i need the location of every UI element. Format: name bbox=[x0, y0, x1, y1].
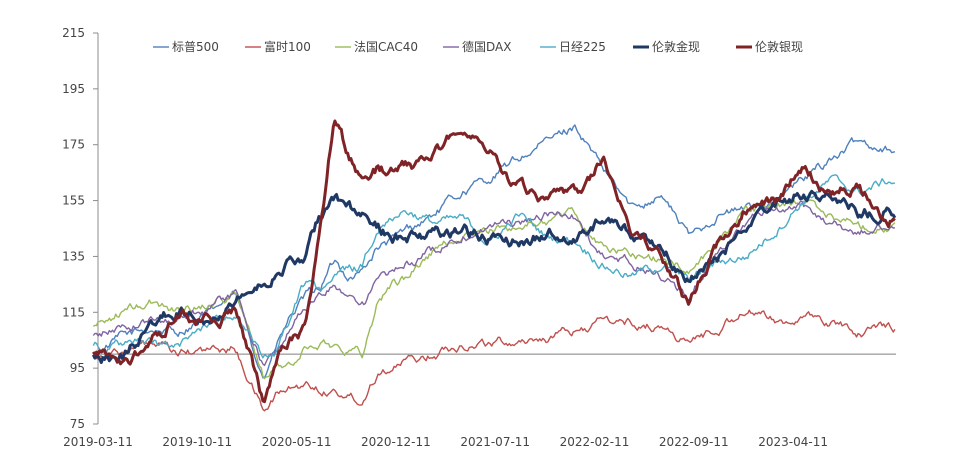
x-tick-label: 2020-12-11 bbox=[361, 435, 431, 449]
series-line-1 bbox=[92, 124, 896, 379]
series-line-3 bbox=[92, 199, 896, 380]
y-tick-label: 215 bbox=[62, 26, 85, 40]
y-tick-label: 175 bbox=[62, 138, 85, 152]
series-line-4 bbox=[92, 200, 896, 367]
series-line-2 bbox=[93, 309, 896, 412]
y-axis: 75 95 115 135 155 175 195 215 bbox=[62, 26, 99, 431]
series-layer bbox=[91, 119, 897, 412]
legend: 标普500 富时100 法国CAC40 德国DAX 日经225 伦敦金现 伦敦银现 bbox=[153, 39, 803, 54]
x-tick-label: 2021-07-11 bbox=[460, 435, 530, 449]
y-tick-label: 155 bbox=[62, 194, 85, 208]
x-tick-label: 2019-03-11 bbox=[63, 435, 133, 449]
x-tick-label: 2020-05-11 bbox=[262, 435, 332, 449]
legend-label: 伦敦金现 bbox=[652, 39, 700, 54]
y-tick-label: 115 bbox=[62, 305, 85, 319]
legend-label: 伦敦银现 bbox=[755, 39, 803, 54]
x-tick-label: 2019-10-11 bbox=[162, 435, 232, 449]
legend-label: 德国DAX bbox=[462, 39, 511, 54]
x-axis: 2019-03-11 2019-10-11 2020-05-11 2020-12-11… bbox=[63, 353, 896, 449]
y-tick-label: 195 bbox=[62, 82, 85, 96]
y-tick-label: 75 bbox=[70, 417, 85, 431]
series-line-7 bbox=[92, 119, 896, 404]
y-tick-label: 135 bbox=[62, 249, 85, 263]
x-tick-label: 2023-04-11 bbox=[758, 435, 828, 449]
legend-label: 富时100 bbox=[264, 39, 311, 54]
series-line-6 bbox=[91, 189, 897, 364]
x-tick-label: 2022-02-11 bbox=[560, 435, 630, 449]
x-tick-label: 2022-09-11 bbox=[659, 435, 729, 449]
legend-label: 标普500 bbox=[172, 40, 219, 54]
legend-label: 日经225 bbox=[559, 40, 606, 54]
y-tick-label: 95 bbox=[70, 361, 85, 375]
legend-label: 法国CAC40 bbox=[354, 40, 418, 54]
